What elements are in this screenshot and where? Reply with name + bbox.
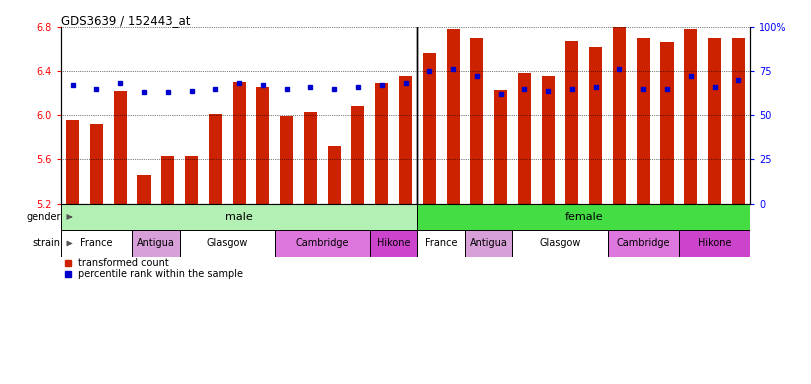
Text: Antigua: Antigua (470, 238, 508, 248)
Bar (275, 230, 370, 257)
Bar (67, 120, 79, 204)
Bar (660, 42, 673, 204)
Text: GDS3639 / 152443_at: GDS3639 / 152443_at (61, 14, 191, 27)
Bar (447, 29, 460, 204)
Bar (679, 230, 750, 257)
Text: percentile rank within the sample: percentile rank within the sample (78, 270, 243, 280)
Bar (418, 204, 750, 230)
Text: female: female (564, 212, 603, 222)
Bar (637, 38, 650, 204)
Bar (132, 230, 180, 257)
Bar (565, 41, 578, 204)
Bar (607, 230, 679, 257)
Bar (517, 73, 531, 204)
Bar (114, 91, 127, 204)
Bar (161, 156, 174, 204)
Bar (256, 86, 269, 204)
Bar (180, 230, 275, 257)
Bar (280, 116, 294, 204)
Text: transformed count: transformed count (78, 258, 169, 268)
Text: Glasgow: Glasgow (539, 238, 581, 248)
Bar (61, 204, 418, 230)
Text: Cambridge: Cambridge (295, 238, 349, 248)
Bar (90, 124, 103, 204)
Bar (418, 230, 465, 257)
Bar (351, 106, 364, 204)
Bar (185, 156, 198, 204)
Bar (613, 26, 626, 204)
Text: Cambridge: Cambridge (616, 238, 670, 248)
Bar (138, 175, 151, 204)
Text: France: France (425, 238, 457, 248)
Bar (233, 82, 246, 204)
Bar (542, 76, 555, 204)
Bar (684, 29, 697, 204)
Bar (708, 38, 721, 204)
Bar (208, 114, 222, 204)
Bar (328, 146, 341, 204)
Text: Hikone: Hikone (697, 238, 732, 248)
Text: France: France (80, 238, 113, 248)
Text: Glasgow: Glasgow (207, 238, 248, 248)
Bar (494, 90, 507, 204)
Text: Hikone: Hikone (377, 238, 410, 248)
Bar (399, 76, 412, 204)
Bar (304, 112, 317, 204)
Bar (61, 230, 132, 257)
Text: Antigua: Antigua (137, 238, 175, 248)
Text: male: male (225, 212, 253, 222)
Bar (370, 230, 418, 257)
Bar (465, 230, 513, 257)
Bar (513, 230, 607, 257)
Text: strain: strain (32, 238, 61, 248)
Bar (589, 47, 603, 204)
Text: gender: gender (26, 212, 61, 222)
Bar (470, 38, 483, 204)
Bar (732, 38, 744, 204)
Bar (375, 83, 388, 204)
Bar (423, 53, 436, 204)
